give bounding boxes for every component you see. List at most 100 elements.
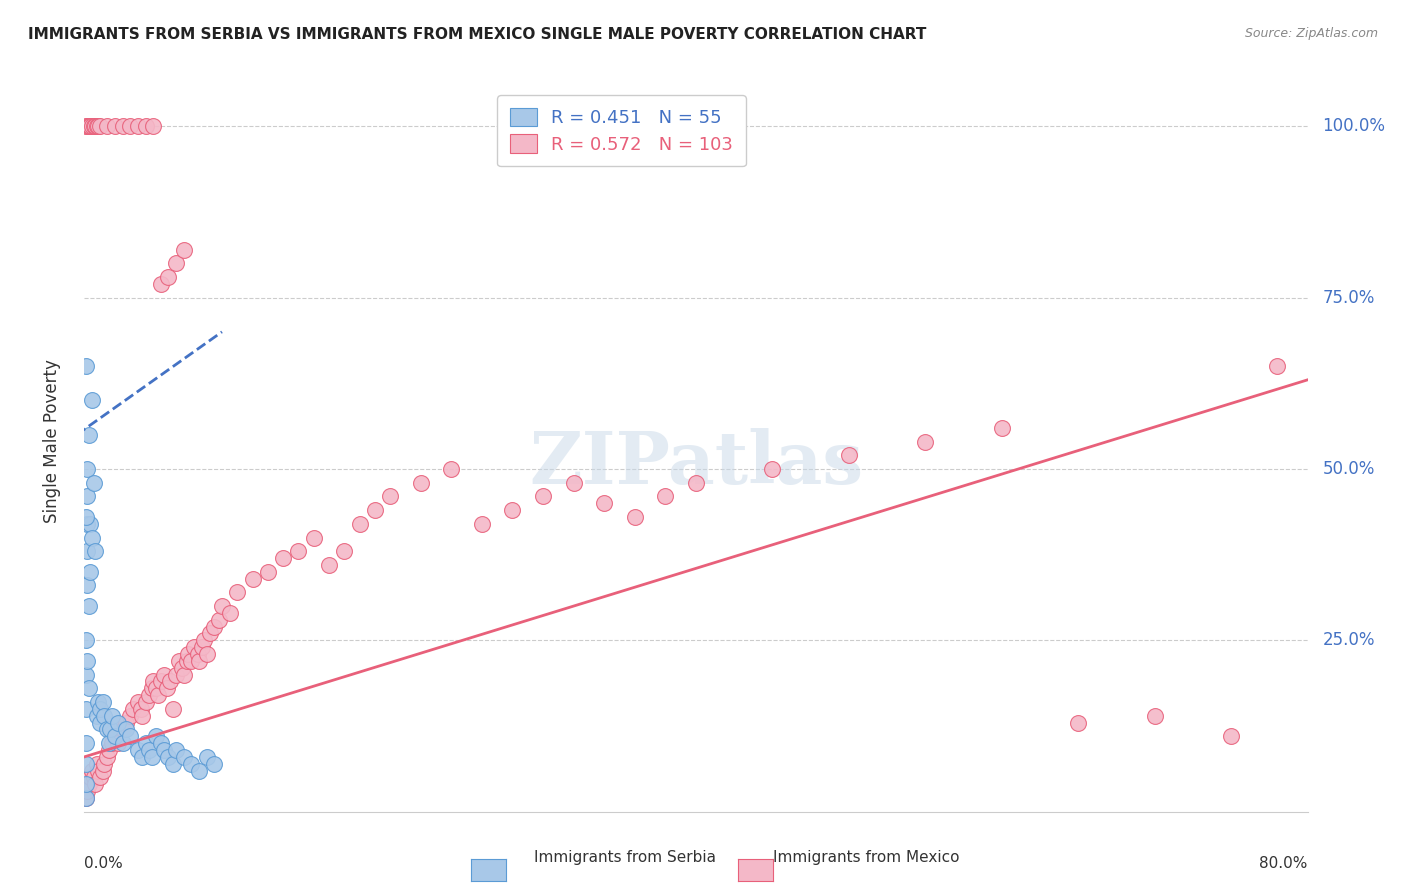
Point <box>114 723 136 737</box>
Point <box>114 715 136 730</box>
Point <box>80 119 103 133</box>
Text: 50.0%: 50.0% <box>1322 460 1375 478</box>
Point <box>77 427 100 442</box>
Point <box>193 633 215 648</box>
Point <box>165 256 187 270</box>
Point <box>87 119 110 133</box>
Point <box>1067 715 1090 730</box>
Point <box>135 736 157 750</box>
Point <box>138 688 160 702</box>
Point <box>111 723 134 737</box>
Point <box>173 750 195 764</box>
Point <box>162 756 184 771</box>
Point <box>127 119 149 133</box>
Point <box>153 743 176 757</box>
Text: Immigrants from Serbia: Immigrants from Serbia <box>534 850 716 865</box>
Point <box>79 771 101 785</box>
Point <box>83 475 105 490</box>
Point <box>104 119 127 133</box>
Point <box>89 715 111 730</box>
Point <box>195 750 218 764</box>
Point <box>107 736 129 750</box>
Point <box>89 119 111 133</box>
Point <box>131 750 153 764</box>
Point <box>162 702 184 716</box>
Point <box>198 626 221 640</box>
Point <box>685 475 707 490</box>
Point <box>84 777 107 791</box>
Text: 75.0%: 75.0% <box>1322 289 1375 307</box>
Point <box>157 270 180 285</box>
Point <box>188 764 211 778</box>
Point <box>101 736 124 750</box>
Point <box>93 756 115 771</box>
Point <box>84 119 107 133</box>
Point <box>142 674 165 689</box>
Point <box>76 119 98 133</box>
Point <box>149 277 172 291</box>
Point <box>98 723 121 737</box>
Point <box>1265 359 1288 373</box>
Point <box>146 688 169 702</box>
Point <box>141 681 163 696</box>
Point <box>75 702 97 716</box>
Point <box>77 681 100 696</box>
Point <box>409 475 432 490</box>
Point <box>211 599 233 613</box>
Point <box>838 448 860 462</box>
Point <box>531 489 554 503</box>
Point <box>79 516 101 531</box>
Point <box>349 516 371 531</box>
Point <box>153 667 176 681</box>
Y-axis label: Single Male Poverty: Single Male Poverty <box>42 359 60 524</box>
Point <box>83 119 105 133</box>
Point <box>173 667 195 681</box>
Point <box>127 743 149 757</box>
Point <box>1220 729 1243 743</box>
Point <box>80 764 103 778</box>
Point <box>142 119 165 133</box>
Point <box>107 715 129 730</box>
Point <box>159 674 181 689</box>
Text: 0.0%: 0.0% <box>84 856 124 871</box>
Point <box>191 640 214 655</box>
Point <box>1143 708 1166 723</box>
Point <box>333 544 356 558</box>
Point <box>761 462 783 476</box>
Point <box>83 771 105 785</box>
Point <box>208 613 231 627</box>
Point <box>257 565 280 579</box>
Text: IMMIGRANTS FROM SERBIA VS IMMIGRANTS FROM MEXICO SINGLE MALE POVERTY CORRELATION: IMMIGRANTS FROM SERBIA VS IMMIGRANTS FRO… <box>28 27 927 42</box>
Point <box>84 544 107 558</box>
Point <box>91 695 114 709</box>
Point <box>156 681 179 696</box>
Point <box>79 119 101 133</box>
Point <box>93 708 115 723</box>
Point <box>91 764 114 778</box>
Point <box>87 695 110 709</box>
Point <box>76 784 98 798</box>
Point <box>76 516 98 531</box>
Point <box>157 750 180 764</box>
Point <box>242 572 264 586</box>
Text: 80.0%: 80.0% <box>1260 856 1308 871</box>
Point <box>77 119 100 133</box>
Point <box>96 119 118 133</box>
Point <box>104 729 127 743</box>
Point <box>77 599 100 613</box>
Point <box>502 503 524 517</box>
Point <box>120 729 142 743</box>
Point <box>302 531 325 545</box>
Point <box>202 619 225 633</box>
Point <box>89 702 111 716</box>
Point <box>96 723 118 737</box>
Text: ZIPatlas: ZIPatlas <box>529 428 863 500</box>
Point <box>75 633 97 648</box>
Point <box>75 791 97 805</box>
Point <box>471 516 494 531</box>
Text: Immigrants from Mexico: Immigrants from Mexico <box>773 850 960 865</box>
Point <box>76 544 98 558</box>
Point <box>80 531 103 545</box>
Point <box>86 708 108 723</box>
Point <box>141 750 163 764</box>
